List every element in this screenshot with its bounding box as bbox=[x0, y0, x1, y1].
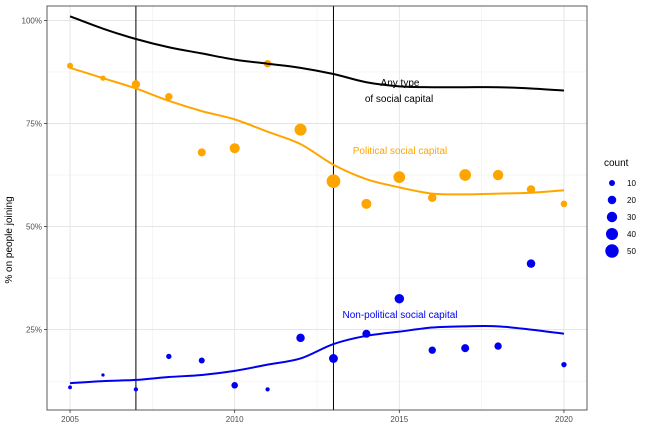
data-point bbox=[166, 353, 172, 360]
legend-label: 30 bbox=[627, 213, 636, 222]
legend-label: 20 bbox=[627, 196, 636, 205]
y-axis-title: % on people joining bbox=[4, 196, 15, 283]
y-tick-label: 50% bbox=[26, 223, 42, 232]
data-point bbox=[561, 361, 567, 368]
smooth-line bbox=[69, 66, 565, 196]
annotation-nonpolitical: Non-political social capital bbox=[342, 310, 457, 321]
legend-title: count bbox=[604, 158, 629, 169]
smooth-line bbox=[69, 325, 565, 385]
data-point bbox=[131, 80, 141, 89]
annotation-any-line2: of social capital bbox=[365, 94, 433, 105]
smooth-line bbox=[69, 15, 565, 92]
y-axis-ticks: 25% 50% 75% 100% bbox=[22, 16, 47, 335]
data-point bbox=[393, 171, 406, 183]
legend-label: 10 bbox=[627, 179, 636, 188]
data-point bbox=[68, 385, 72, 390]
data-point bbox=[494, 342, 502, 350]
data-point bbox=[133, 387, 139, 392]
data-point bbox=[326, 174, 341, 189]
smooth-lines bbox=[69, 15, 565, 385]
data-points bbox=[67, 60, 568, 392]
data-point bbox=[165, 93, 173, 101]
data-point bbox=[428, 346, 436, 354]
x-axis-ticks: 2005 2010 2015 2020 bbox=[61, 410, 573, 424]
y-tick-label: 100% bbox=[22, 16, 42, 25]
legend-key bbox=[608, 179, 616, 187]
data-point bbox=[427, 193, 437, 202]
data-point bbox=[296, 333, 305, 343]
annotation-any-line1: Any type bbox=[381, 78, 420, 89]
data-point bbox=[229, 143, 240, 154]
annotation-political: Political social capital bbox=[353, 146, 448, 157]
data-point bbox=[394, 293, 405, 304]
plot-border bbox=[46, 5, 588, 411]
data-point bbox=[461, 344, 470, 353]
data-point bbox=[329, 354, 338, 363]
data-point bbox=[197, 148, 206, 157]
legend-key bbox=[605, 227, 619, 241]
legend-key bbox=[607, 195, 617, 205]
data-point bbox=[459, 169, 472, 181]
x-tick-label: 2005 bbox=[61, 415, 79, 424]
legend-label: 50 bbox=[627, 247, 636, 256]
data-point bbox=[526, 259, 536, 268]
legend-key bbox=[605, 244, 619, 258]
x-tick-label: 2015 bbox=[390, 415, 408, 424]
data-point bbox=[492, 169, 504, 181]
major-gridlines bbox=[47, 6, 587, 410]
y-tick-label: 75% bbox=[26, 119, 42, 128]
x-tick-label: 2020 bbox=[555, 415, 573, 424]
data-point bbox=[294, 123, 307, 136]
legend-key bbox=[606, 211, 618, 223]
data-point bbox=[560, 200, 568, 208]
data-point bbox=[361, 198, 372, 209]
x-tick-label: 2010 bbox=[226, 415, 244, 424]
legend-label: 40 bbox=[627, 230, 636, 239]
data-point bbox=[101, 373, 105, 377]
y-tick-label: 25% bbox=[26, 326, 42, 335]
legend: count 10 20 30 40 50 bbox=[604, 158, 636, 258]
data-point bbox=[198, 357, 205, 364]
data-point bbox=[231, 381, 238, 389]
data-point bbox=[526, 185, 536, 194]
data-point bbox=[265, 387, 270, 392]
